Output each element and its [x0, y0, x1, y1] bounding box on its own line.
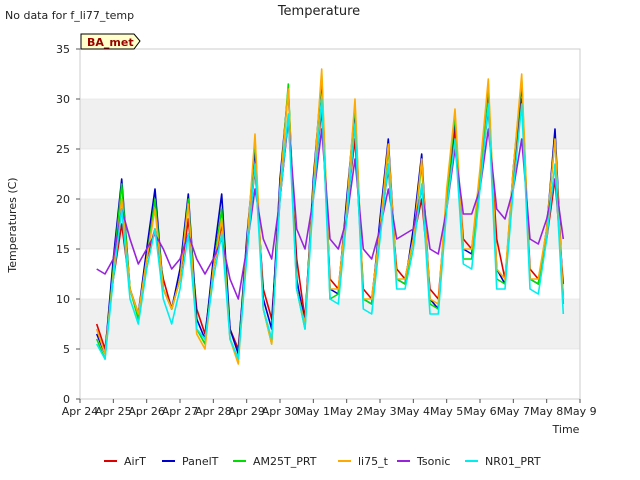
y-tick-label: 10	[56, 293, 70, 306]
x-tick-label: Apr 27	[162, 405, 199, 418]
grid-band	[80, 149, 580, 199]
series-line-nr01-prt	[96, 98, 565, 360]
plot-frame	[79, 48, 581, 400]
grid-band	[80, 349, 580, 399]
y-axis-label: Temperatures (C)	[6, 177, 19, 273]
x-axis-label: Time	[552, 423, 580, 436]
y-tick-label: 25	[56, 143, 70, 156]
badge-shape	[80, 33, 141, 50]
badge: BA_met	[80, 33, 141, 50]
x-tick-label: Apr 25	[95, 405, 132, 418]
grid-band	[80, 49, 580, 99]
legend-label: PanelT	[182, 455, 219, 468]
legend: AirT PanelT AM25T_PRT li75_t Tsonic NR01_PRT	[104, 455, 541, 468]
y-axis: 0 5 10 15 20 25 30 35	[56, 43, 80, 406]
x-tick-label: Apr 28	[195, 405, 232, 418]
x-tick-label: May 1	[297, 405, 330, 418]
no-data-note: No data for f_li77_temp	[5, 9, 134, 22]
y-tick-label: 0	[63, 393, 70, 406]
badge-label: BA_met	[87, 36, 134, 49]
x-tick-label: May 7	[497, 405, 530, 418]
x-tick-label: May 4	[397, 405, 430, 418]
x-tick-label: Apr 26	[128, 405, 165, 418]
legend-label: Tsonic	[416, 455, 450, 468]
legend-label: AM25T_PRT	[253, 455, 317, 468]
x-tick-label: Apr 24	[62, 405, 99, 418]
x-tick-label: May 5	[430, 405, 463, 418]
chart-title: Temperature	[277, 4, 360, 19]
y-tick-label: 5	[63, 343, 70, 356]
legend-label: AirT	[124, 455, 146, 468]
x-tick-label: May 8	[530, 405, 563, 418]
x-tick-label: May 3	[363, 405, 396, 418]
x-tick-label: Apr 30	[262, 405, 299, 418]
grid-band	[80, 299, 580, 349]
x-tick-label: Apr 29	[228, 405, 265, 418]
y-tick-label: 15	[56, 243, 70, 256]
series-line-tsonic	[96, 118, 565, 300]
grid-band	[80, 99, 580, 149]
y-tick-label: 30	[56, 93, 70, 106]
x-tick-label: May 6	[463, 405, 496, 418]
y-tick-label: 20	[56, 193, 70, 206]
plot-background-bands	[80, 49, 580, 399]
y-tick-label: 35	[56, 43, 70, 56]
legend-label: NR01_PRT	[485, 455, 541, 468]
series-layer	[95, 68, 565, 365]
legend-label: li75_t	[358, 455, 389, 468]
x-tick-label: May 2	[330, 405, 363, 418]
x-tick-label: May 9	[563, 405, 596, 418]
